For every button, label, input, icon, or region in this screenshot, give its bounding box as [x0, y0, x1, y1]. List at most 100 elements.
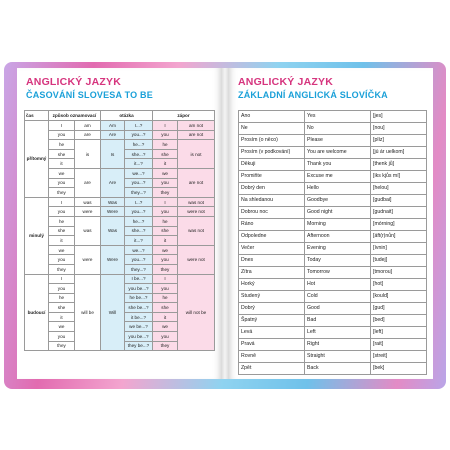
- pronunciation: [gudbai]: [370, 194, 427, 207]
- left-page: ANGLICKÝ JAZYK ČASOVÁNÍ SLOVESA TO BE ča…: [17, 68, 221, 379]
- right-page: ANGLICKÝ JAZYK ZÁKLADNÍ ANGLICKÁ SLOVÍČK…: [229, 68, 433, 379]
- english-word: Yes: [304, 110, 371, 123]
- negative-pronoun-cell: you: [152, 331, 178, 342]
- question-pronoun-cell: you...?: [124, 254, 153, 265]
- vocabulary-row: Špatný Bad [bed]: [238, 314, 427, 327]
- pronunciation: [helou]: [370, 182, 427, 195]
- english-word: Good night: [304, 206, 371, 219]
- english-word: Evening: [304, 242, 371, 255]
- czech-word: Večer: [238, 242, 305, 255]
- czech-word: Děkuji: [238, 158, 305, 171]
- negative-pronoun-cell: they: [152, 340, 178, 352]
- negative-pronoun-cell: you: [152, 129, 178, 141]
- vocabulary-row: Zítra Tomorrow [tmorou]: [238, 266, 427, 279]
- english-word: You are welcome: [304, 146, 371, 159]
- question-verb-cell: Was: [100, 196, 125, 208]
- english-word: Please: [304, 134, 371, 147]
- pronoun-cell: you: [48, 254, 75, 265]
- vocabulary-row: Děkuji Thank you [thenk jů]: [238, 158, 427, 171]
- vocabulary-row: Prosím (o něco) Please [plíz]: [238, 134, 427, 147]
- czech-word: Zpět: [238, 362, 305, 375]
- verb-cell: were: [74, 244, 101, 275]
- pronunciation: [thenk jů]: [370, 158, 427, 171]
- czech-word: Pravá: [238, 338, 305, 351]
- pronoun-cell: he: [48, 139, 75, 150]
- negative-pronoun-cell: they: [152, 187, 178, 198]
- english-word: Tomorrow: [304, 266, 371, 279]
- table-row: it it...? it: [25, 235, 215, 246]
- table-row: they they...? they: [25, 187, 215, 198]
- question-pronoun-cell: you be...?: [124, 331, 153, 342]
- question-verb-cell: Am: [100, 120, 125, 131]
- negative-pronoun-cell: he: [152, 215, 178, 227]
- table-row: she she be...? she: [25, 302, 215, 313]
- negative-verb-cell: were not: [176, 206, 216, 217]
- negative-pronoun-cell: she: [152, 302, 178, 313]
- english-word: Cold: [304, 290, 371, 303]
- vocabulary-row: Levá Left [left]: [238, 326, 427, 339]
- pronoun-cell: we: [48, 167, 75, 179]
- pronunciation: [jes]: [370, 110, 427, 123]
- question-verb-cell: Was: [100, 215, 125, 246]
- vocabulary-row: Na shledanou Goodbye [gudbai]: [238, 194, 427, 207]
- czech-word: Ne: [238, 122, 305, 135]
- czech-word: Dobrý: [238, 302, 305, 315]
- negative-pronoun-cell: I: [152, 120, 178, 131]
- vocabulary-row: Rovně Straight [streit]: [238, 350, 427, 363]
- tense-label: přítomný: [24, 120, 49, 198]
- pronoun-cell: it: [48, 235, 75, 246]
- english-word: Bad: [304, 314, 371, 327]
- negative-pronoun-cell: he: [152, 292, 178, 304]
- vocabulary-row: Dobrý Good [gud]: [238, 302, 427, 315]
- english-word: Good: [304, 302, 371, 315]
- table-row: he was Was he...? he was not: [25, 215, 216, 246]
- table-row: you you...? you: [25, 254, 215, 265]
- pronunciation: [ívnin]: [370, 242, 427, 255]
- pronoun-cell: he: [48, 215, 75, 227]
- pronoun-cell: I: [48, 273, 75, 285]
- question-pronoun-cell: he be...?: [124, 292, 153, 304]
- negative-verb-cell: were not: [176, 244, 216, 275]
- verb-cell: was: [74, 196, 101, 208]
- question-pronoun-cell: he...?: [124, 139, 153, 150]
- pronunciation: [rait]: [370, 338, 427, 351]
- question-pronoun-cell: I...?: [124, 120, 153, 131]
- pronoun-cell: he: [48, 292, 75, 304]
- table-row: we are Are we...? we are not: [25, 167, 216, 198]
- table-row: we were Were we...? we were not: [25, 244, 216, 275]
- pronoun-cell: it: [48, 158, 75, 169]
- pronunciation: [gud]: [370, 302, 427, 315]
- verb-cell: are: [74, 167, 101, 198]
- czech-word: Zítra: [238, 266, 305, 279]
- czech-word: Promiňte: [238, 170, 305, 183]
- pronoun-cell: she: [48, 148, 75, 160]
- negative-pronoun-cell: it: [152, 311, 178, 323]
- english-word: Excuse me: [304, 170, 371, 183]
- vocabulary-table: Ano Yes [jes] Ne No [nou] Prosím (o něco) Pleas…: [238, 110, 427, 375]
- question-pronoun-cell: he...?: [124, 215, 153, 227]
- pronoun-cell: we: [48, 321, 75, 333]
- question-pronoun-cell: you...?: [124, 177, 153, 189]
- verb-cell: will be: [74, 273, 101, 352]
- negative-pronoun-cell: it: [152, 158, 178, 169]
- vocabulary-row: Prosím (v podkování) You are welcome [jú á…: [238, 146, 427, 159]
- negative-pronoun-cell: he: [152, 139, 178, 150]
- czech-word: Horký: [238, 278, 305, 291]
- czech-word: Ráno: [238, 218, 305, 231]
- table-row: you you be...? you: [25, 331, 215, 342]
- pronoun-cell: you: [48, 206, 75, 217]
- verb-cell: is: [74, 139, 101, 169]
- negative-pronoun-cell: they: [152, 263, 178, 275]
- pronunciation: [iks kjůs mí]: [370, 170, 427, 183]
- czech-word: Dobrou noc: [238, 206, 305, 219]
- to-be-conjugation-table: čas způsob oznamovací otázka zápor přítomný…: [24, 110, 216, 352]
- negative-verb-cell: is not: [176, 139, 216, 169]
- vocabulary-row: Pravá Right [rait]: [238, 338, 427, 351]
- vocabulary-row: Večer Evening [ívnin]: [238, 242, 427, 255]
- negative-pronoun-cell: we: [152, 244, 178, 256]
- vocabulary-row: Ne No [nou]: [238, 122, 427, 135]
- czech-word: Dobrý den: [238, 182, 305, 195]
- verb-cell: were: [74, 206, 101, 217]
